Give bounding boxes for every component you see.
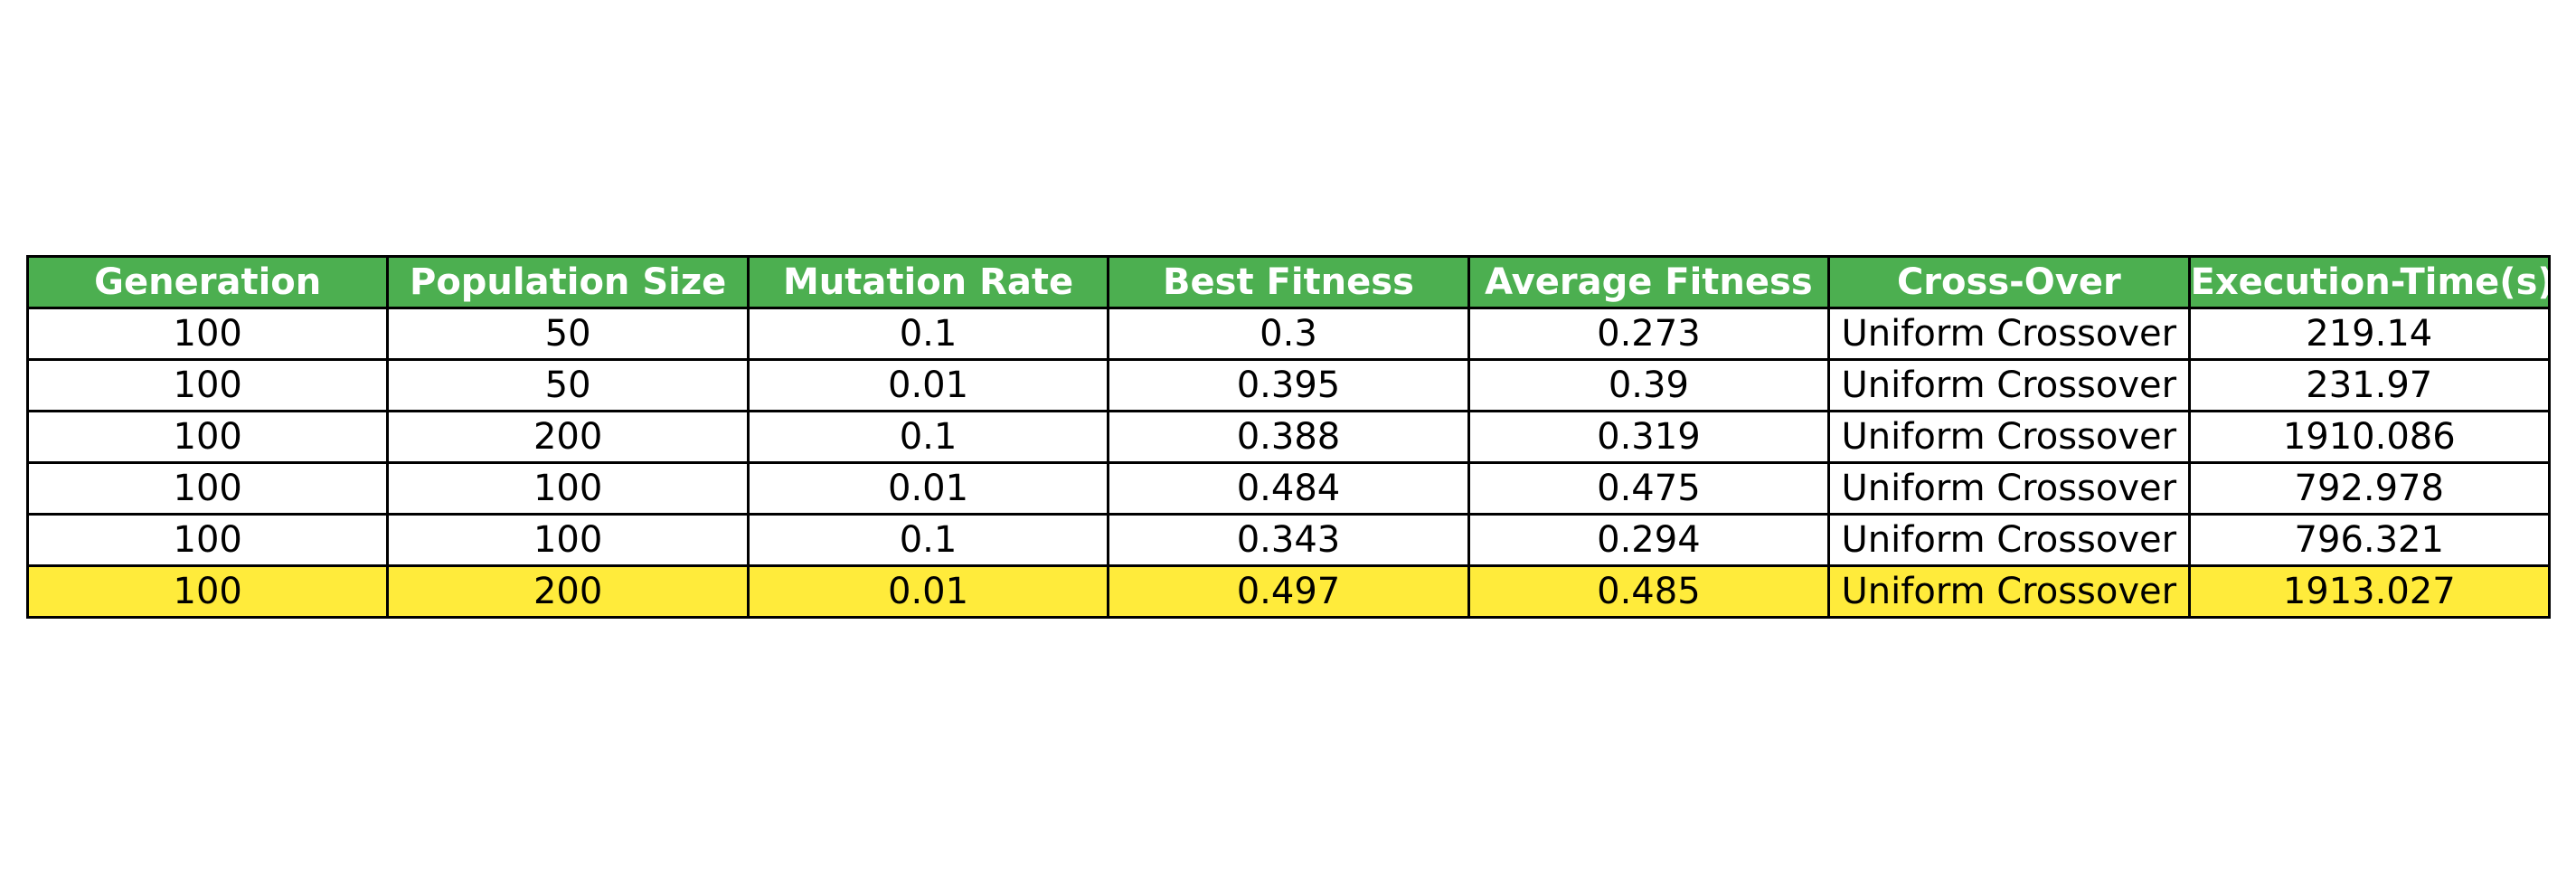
column-header: Best Fitness (1107, 255, 1470, 309)
table-cell: 231.97 (2187, 358, 2552, 412)
table-body: 100 50 0.1 0.3 0.273 Uniform Crossover 219.14 1… (25, 307, 2552, 619)
table-row: 100 100 0.1 0.343 0.294 Uniform Crossover 796.… (25, 513, 2552, 567)
table-cell: Uniform Crossover (1827, 513, 2191, 567)
table-cell: Uniform Crossover (1827, 461, 2191, 516)
table-cell: 100 (25, 513, 390, 567)
table-cell: 219.14 (2187, 307, 2552, 361)
table-cell: 0.01 (746, 358, 1110, 412)
table-cell: 796.321 (2187, 513, 2552, 567)
table-cell: 0.484 (1107, 461, 1470, 516)
column-header: Mutation Rate (746, 255, 1110, 309)
table-cell: 0.01 (746, 461, 1110, 516)
header-row: Generation Population Size Mutation Rate Be… (25, 255, 2552, 309)
table-cell: Uniform Crossover (1827, 564, 2191, 619)
results-table: Generation Population Size Mutation Rate Be… (25, 255, 2552, 619)
table-cell: 0.497 (1107, 564, 1470, 619)
table-cell: 0.1 (746, 410, 1110, 464)
table-cell: 200 (386, 410, 750, 464)
table-cell: 0.1 (746, 307, 1110, 361)
table-cell: 0.395 (1107, 358, 1470, 412)
table-row: 100 200 0.1 0.388 0.319 Uniform Crossover 1910… (25, 410, 2552, 464)
table-cell: 100 (25, 307, 390, 361)
column-header: Average Fitness (1467, 255, 1831, 309)
table-cell: 100 (386, 461, 750, 516)
table-cell: 50 (386, 358, 750, 412)
table-cell: 0.388 (1107, 410, 1470, 464)
table-cell: 0.1 (746, 513, 1110, 567)
table-cell: 200 (386, 564, 750, 619)
table-cell: 792.978 (2187, 461, 2552, 516)
table-row: 100 50 0.01 0.395 0.39 Uniform Crossover 231.9… (25, 358, 2552, 412)
table-cell: 100 (25, 461, 390, 516)
table-row: 100 50 0.1 0.3 0.273 Uniform Crossover 219.14 (25, 307, 2552, 361)
table-cell: 0.475 (1467, 461, 1831, 516)
table-cell: 0.294 (1467, 513, 1831, 567)
table-cell: Uniform Crossover (1827, 307, 2191, 361)
table-cell: 100 (386, 513, 750, 567)
table-cell: 100 (25, 358, 390, 412)
table-cell: 0.319 (1467, 410, 1831, 464)
table-cell: 100 (25, 410, 390, 464)
table-row-highlighted: 100 200 0.01 0.497 0.485 Uniform Crossover 191… (25, 564, 2552, 619)
table-cell: 50 (386, 307, 750, 361)
table-cell: 0.343 (1107, 513, 1470, 567)
table-row: 100 100 0.01 0.484 0.475 Uniform Crossover 792… (25, 461, 2552, 516)
table-cell: 0.3 (1107, 307, 1470, 361)
table-cell: 1913.027 (2187, 564, 2552, 619)
column-header: Cross-Over (1827, 255, 2191, 309)
table-cell: 0.01 (746, 564, 1110, 619)
table-cell: 0.273 (1467, 307, 1831, 361)
table-cell: 0.39 (1467, 358, 1831, 412)
column-header: Generation (25, 255, 390, 309)
table-cell: Uniform Crossover (1827, 358, 2191, 412)
column-header: Population Size (386, 255, 750, 309)
table-cell: 0.485 (1467, 564, 1831, 619)
table-cell: Uniform Crossover (1827, 410, 2191, 464)
table-cell: 100 (25, 564, 390, 619)
table-cell: 1910.086 (2187, 410, 2552, 464)
column-header: Execution-Time(s) (2187, 255, 2552, 309)
